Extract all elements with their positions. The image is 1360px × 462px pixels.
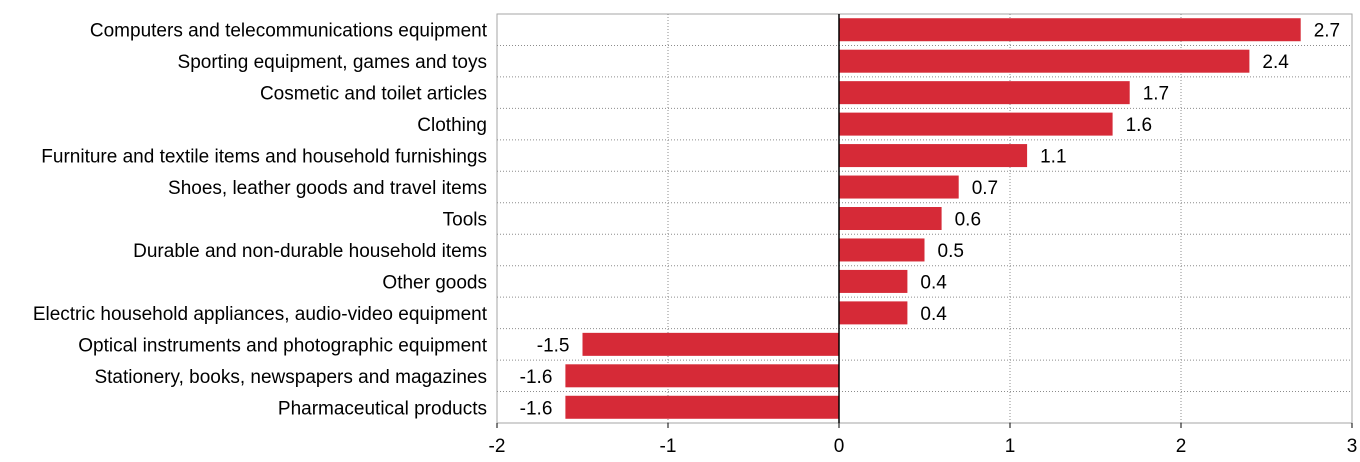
category-label: Furniture and textile items and househol… xyxy=(41,147,487,168)
x-tick-label: 3 xyxy=(1347,436,1358,457)
bar xyxy=(565,364,839,388)
category-label: Clothing xyxy=(417,115,487,136)
category-label: Other goods xyxy=(382,272,487,293)
bar xyxy=(839,175,959,199)
bar xyxy=(839,144,1028,168)
value-label: -1.6 xyxy=(520,367,553,388)
category-label: Computers and telecommunications equipme… xyxy=(90,21,488,42)
value-label: 0.4 xyxy=(920,304,947,325)
bar xyxy=(839,81,1130,105)
x-tick-label: -1 xyxy=(660,436,677,457)
bar xyxy=(839,301,908,325)
bar xyxy=(839,49,1250,73)
value-label: 1.6 xyxy=(1126,115,1152,136)
value-label: 0.4 xyxy=(920,272,947,293)
category-label: Stationery, books, newspapers and magazi… xyxy=(94,367,487,388)
plot-border xyxy=(496,13,1353,424)
value-label: -1.5 xyxy=(537,335,570,356)
bars xyxy=(565,18,1301,419)
category-label: Pharmaceutical products xyxy=(278,398,487,419)
axes xyxy=(496,14,1353,428)
grid xyxy=(496,13,1353,424)
bar xyxy=(839,238,925,262)
category-label: Electric household appliances, audio-vid… xyxy=(33,304,488,325)
value-label: 2.7 xyxy=(1314,21,1340,42)
bar xyxy=(839,112,1113,136)
category-label: Shoes, leather goods and travel items xyxy=(168,178,487,199)
value-label: 1.1 xyxy=(1040,147,1066,168)
value-label: -1.6 xyxy=(520,398,553,419)
category-label: Sporting equipment, games and toys xyxy=(178,52,487,73)
x-tick-label: 1 xyxy=(1005,436,1016,457)
bar xyxy=(582,332,839,356)
bar xyxy=(839,18,1301,42)
value-label: 0.6 xyxy=(955,210,981,231)
labels: -2 -1 0 1 2 3 Computers and telecommunications… xyxy=(33,21,1357,457)
x-tick-label: 0 xyxy=(834,436,845,457)
value-label: 0.5 xyxy=(938,241,964,262)
category-label: Optical instruments and photographic equ… xyxy=(78,335,487,356)
value-label: 2.4 xyxy=(1262,52,1289,73)
category-label: Durable and non-durable household items xyxy=(133,241,487,262)
category-label: Cosmetic and toilet articles xyxy=(260,84,487,105)
bar xyxy=(839,207,942,230)
category-label: Tools xyxy=(443,210,487,231)
bar xyxy=(565,395,839,419)
value-label: 0.7 xyxy=(972,178,998,199)
x-tick-label: 2 xyxy=(1176,436,1187,457)
value-label: 1.7 xyxy=(1143,84,1169,105)
bar xyxy=(839,269,908,293)
x-tick-label: -2 xyxy=(489,436,506,457)
